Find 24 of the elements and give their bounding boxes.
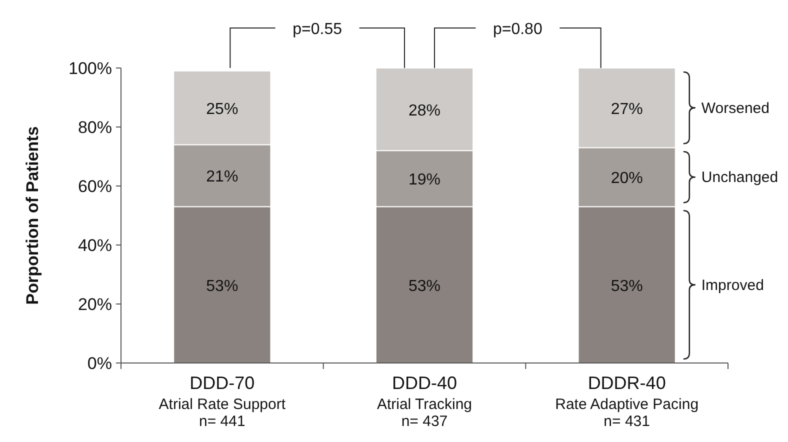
y-axis-title: Porportion of Patients [23, 126, 42, 305]
data-label: 19% [408, 172, 441, 189]
x-tick-label: DDD-70 Atrial Rate Support n= 441 [158, 373, 286, 430]
data-label: 27% [610, 100, 643, 118]
series-label: Worsened [701, 100, 770, 117]
data-label: 53% [206, 278, 238, 295]
x-tick-label: DDD-40 Atrial Tracking n= 437 [376, 373, 472, 430]
text: p=0.80 [492, 21, 542, 38]
y-tick-label: 80% [78, 118, 112, 137]
series-label: Improved [701, 276, 764, 294]
y-tick-label: 60% [78, 177, 112, 196]
series-label: Unchanged [701, 169, 778, 186]
data-label: 25% [206, 100, 238, 118]
data-label: 53% [408, 278, 441, 295]
x-tick-label: DDDR-40 Rate Adaptive Pacing n= 431 [555, 373, 699, 430]
y-tick-label: 100% [68, 59, 112, 78]
data-label: 53% [610, 278, 643, 295]
data-label: 21% [206, 168, 238, 186]
y-tick-label: 20% [78, 295, 112, 314]
data-label: 28% [408, 102, 441, 120]
text: p=0.55 [292, 21, 342, 38]
y-tick-label: 40% [78, 236, 112, 255]
y-tick-label: 0% [87, 354, 112, 373]
data-label: 20% [610, 170, 643, 188]
